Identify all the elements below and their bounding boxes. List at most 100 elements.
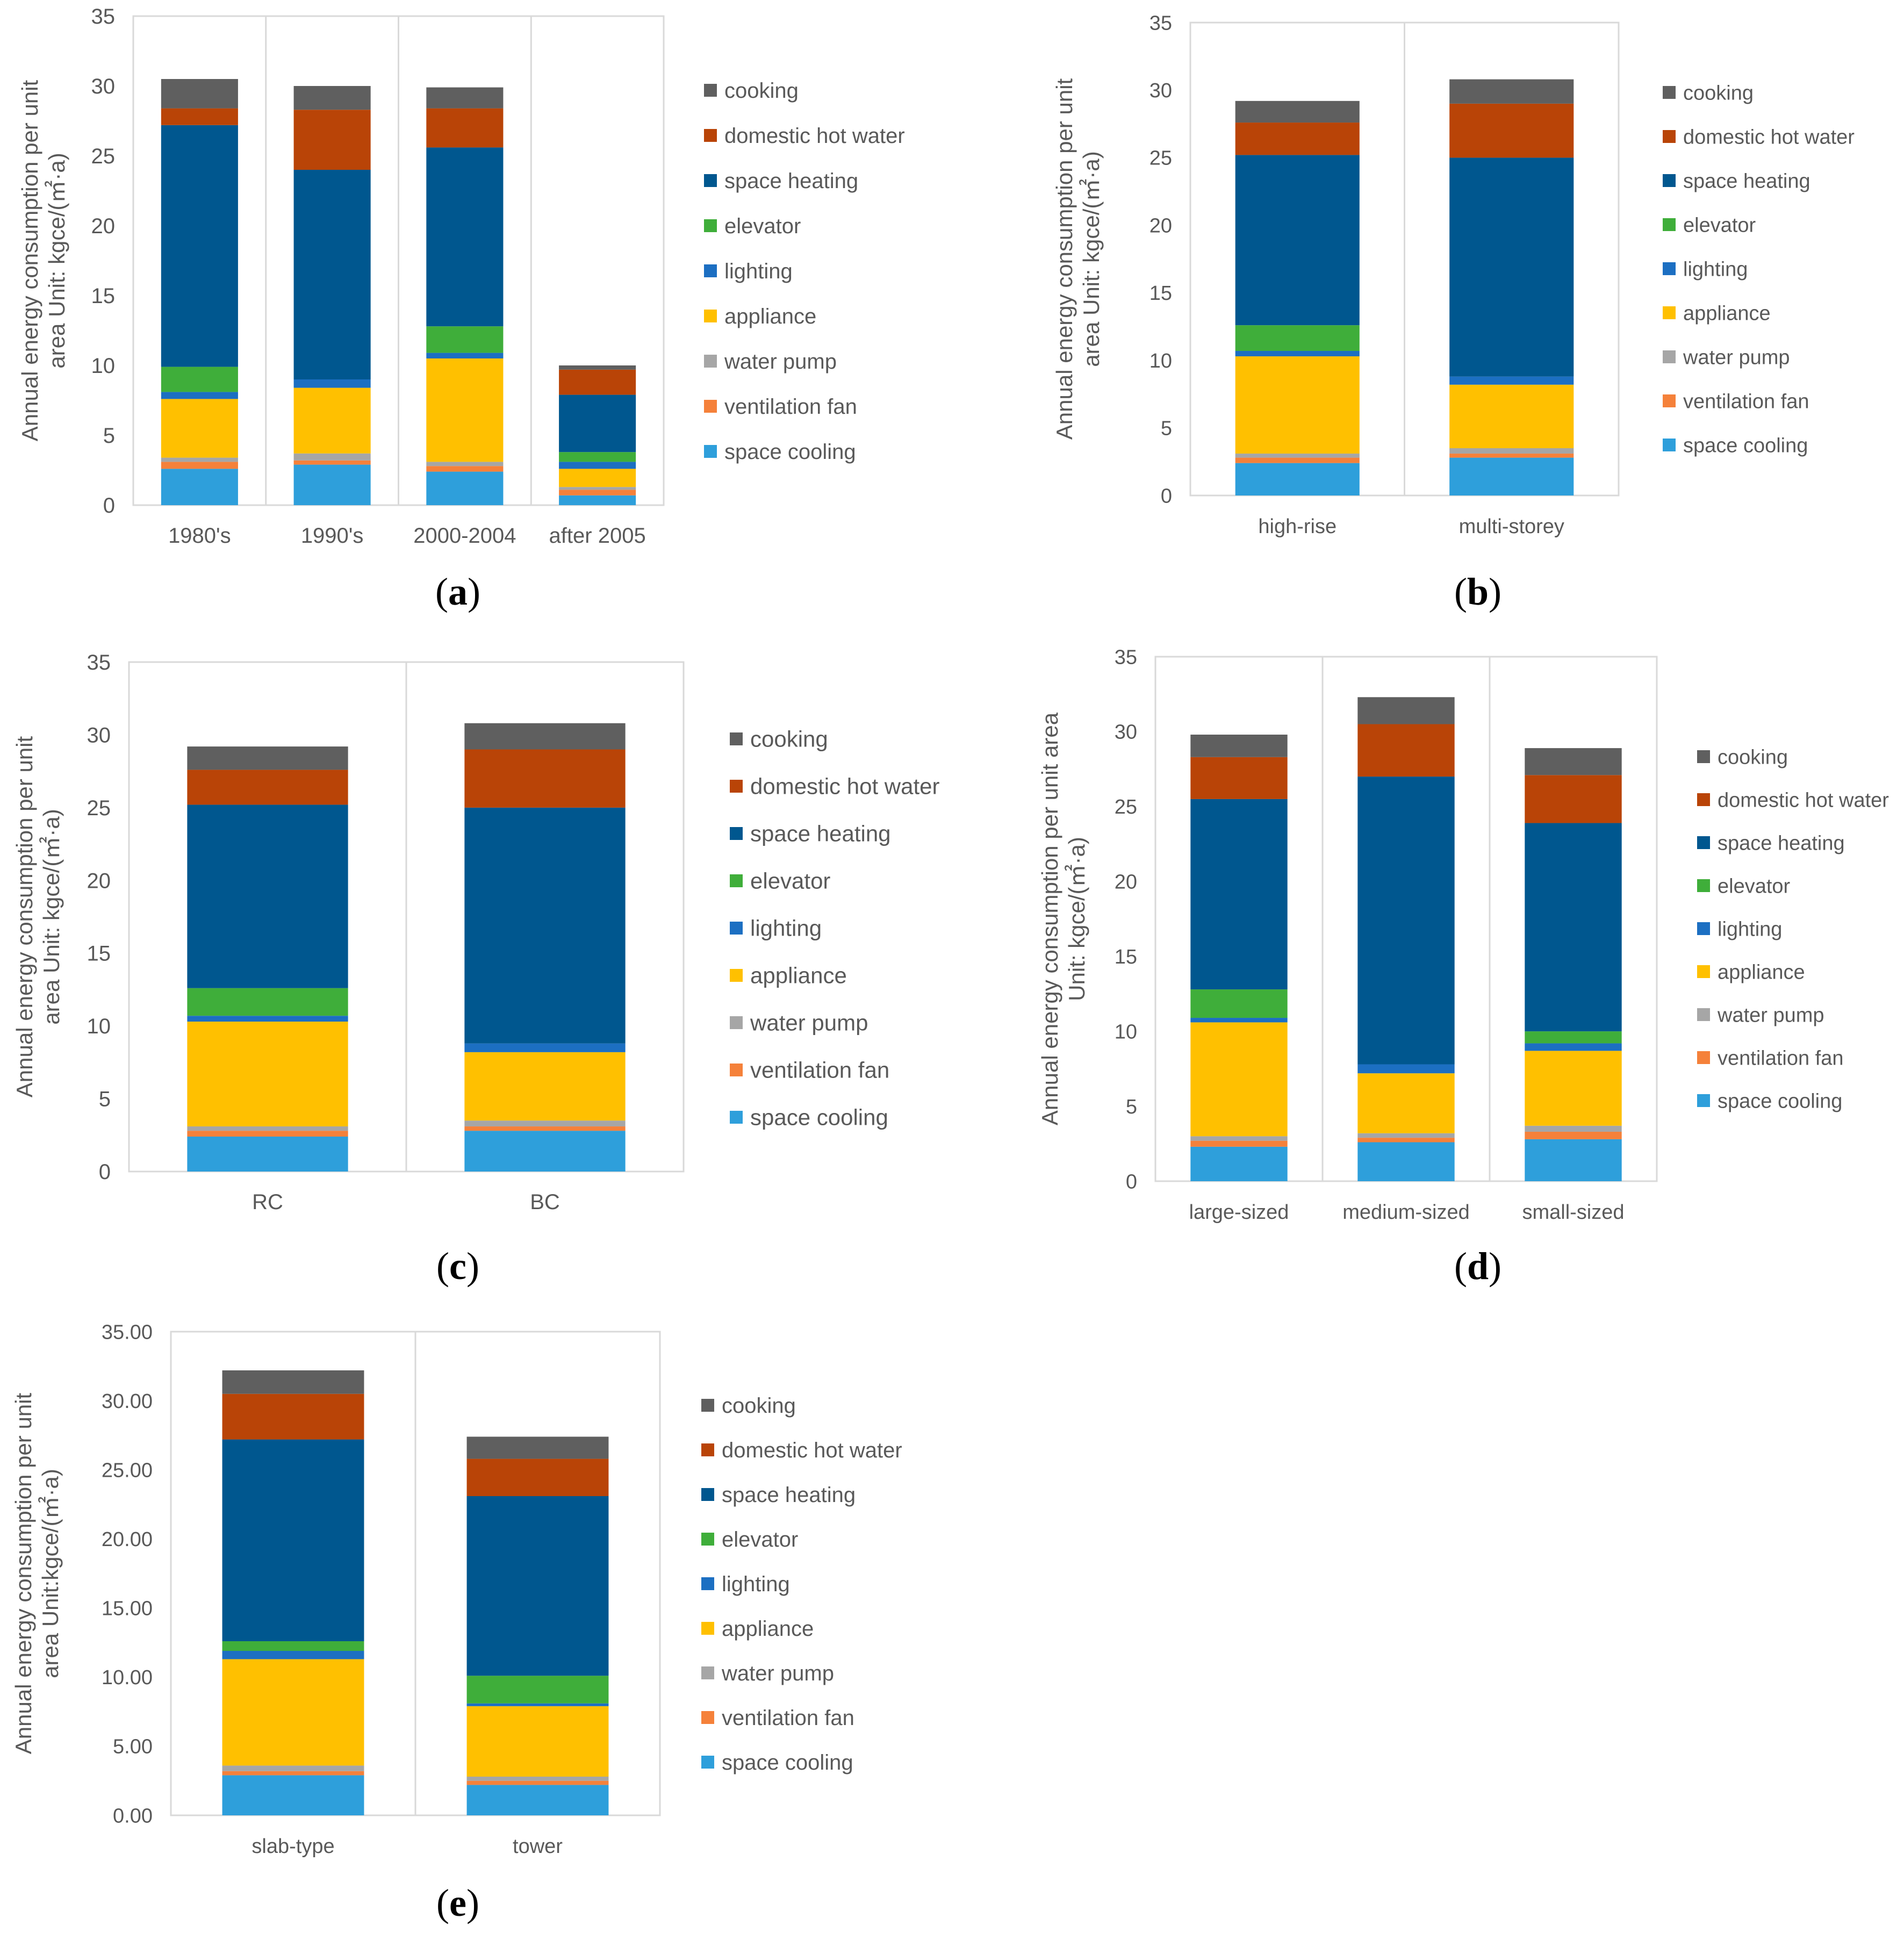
y-tick-label: 20 — [1149, 214, 1172, 237]
legend-swatch-appliance — [704, 310, 717, 322]
legend-label-water-pump: water pump — [721, 1662, 834, 1685]
y-tick-label: 35 — [87, 651, 111, 674]
bar-segment-appliance-multi-storey — [1449, 384, 1574, 448]
bar-segment-cooking-2000-2004 — [426, 87, 504, 109]
y-tick-label: 25 — [87, 796, 111, 820]
bar-segment-cooking-rc — [187, 746, 348, 770]
y-tick-label: 5 — [1126, 1096, 1137, 1118]
legend-swatch-appliance — [730, 969, 743, 982]
bar-segment-domestic-hot-water-bc — [464, 749, 626, 808]
y-tick-label: 5 — [99, 1088, 111, 1111]
bar-segment-domestic-hot-water-small-sized — [1525, 775, 1622, 823]
y-tick-label: 25 — [1149, 147, 1172, 170]
legend-label-cooking: cooking — [722, 1394, 796, 1418]
panel-label: (a) — [435, 570, 480, 613]
x-category-label-large-sized: large-sized — [1189, 1201, 1289, 1224]
legend-label-cooking: cooking — [724, 79, 799, 103]
bar-segment-space-cooling-rc — [187, 1136, 348, 1172]
legend-label-space-heating: space heating — [724, 169, 858, 193]
bar-segment-appliance-tower — [466, 1706, 609, 1777]
bar-segment-lighting-bc — [464, 1043, 626, 1052]
legend-swatch-elevator — [730, 874, 743, 887]
bar-segment-ventilation-fan-large-sized — [1190, 1140, 1288, 1147]
bar-segment-lighting-after-2005 — [559, 462, 636, 469]
y-tick-label: 15 — [1115, 946, 1137, 968]
bar-segment-ventilation-fan-medium-sized — [1357, 1138, 1455, 1143]
y-tick-label: 25 — [1115, 796, 1137, 818]
bar-segment-lighting-tower — [466, 1703, 609, 1706]
bar-segment-lighting-large-sized — [1190, 1018, 1288, 1023]
bar-segment-space-cooling-slab-type — [222, 1775, 364, 1815]
y-tick-label: 20 — [91, 214, 116, 238]
y-tick-label: 10 — [87, 1015, 111, 1038]
bar-segment-space-heating-after-2005 — [559, 394, 636, 452]
legend-swatch-lighting — [704, 264, 717, 277]
x-category-label-tower: tower — [513, 1835, 563, 1858]
bar-segment-ventilation-fan-1980-s — [161, 462, 238, 469]
bar-segment-water-pump-1980-s — [161, 457, 238, 462]
bar-segment-elevator-after-2005 — [559, 452, 636, 462]
legend-label-domestic-hot-water: domestic hot water — [1718, 789, 1889, 811]
legend-swatch-cooking — [704, 84, 717, 97]
bar-segment-space-heating-slab-type — [222, 1439, 364, 1641]
bar-segment-domestic-hot-water-tower — [466, 1458, 609, 1496]
x-category-label-rc: RC — [252, 1190, 283, 1214]
y-tick-label: 30 — [87, 723, 111, 747]
bar-segment-ventilation-fan-small-sized — [1525, 1131, 1622, 1139]
y-tick-label: 15 — [87, 942, 111, 966]
bar-segment-space-heating-small-sized — [1525, 823, 1622, 1032]
legend-swatch-water-pump — [730, 1016, 743, 1029]
bar-segment-domestic-hot-water-after-2005 — [559, 369, 636, 395]
bar-segment-ventilation-fan-2000-2004 — [426, 466, 504, 472]
bar-segment-domestic-hot-water-rc — [187, 770, 348, 805]
legend-label-space-heating: space heating — [1718, 832, 1845, 854]
y-tick-label: 5 — [1161, 418, 1172, 440]
chart-panel-e: 0.00 5.00 10.00 15.00 20.00 25.00 30.00 35.00 sl… — [11, 1321, 902, 1924]
legend-label-space-heating: space heating — [750, 821, 891, 846]
bar-segment-ventilation-fan-slab-type — [222, 1771, 364, 1776]
bar-segment-ventilation-fan-bc — [464, 1126, 626, 1131]
bar-segment-domestic-hot-water-1980-s — [161, 108, 238, 125]
legend-swatch-domestic-hot-water — [730, 780, 743, 793]
panel-label: (d) — [1454, 1245, 1501, 1288]
legend-swatch-space-cooling — [701, 1756, 714, 1769]
bar-segment-elevator-high-rise — [1235, 325, 1360, 351]
bar-segment-space-heating-large-sized — [1190, 799, 1288, 990]
bar-segment-water-pump-high-rise — [1235, 454, 1360, 458]
bar-segment-elevator-rc — [187, 988, 348, 1016]
legend-label-appliance: appliance — [722, 1617, 814, 1641]
bar-segment-domestic-hot-water-large-sized — [1190, 757, 1288, 799]
bar-segment-water-pump-rc — [187, 1126, 348, 1131]
bar-segment-appliance-2000-2004 — [426, 358, 504, 462]
x-category-label-medium-sized: medium-sized — [1342, 1201, 1470, 1224]
legend-swatch-water-pump — [1663, 350, 1676, 363]
legend-swatch-cooking — [1697, 750, 1710, 763]
legend-label-appliance: appliance — [1718, 961, 1805, 983]
bar-segment-water-pump-2000-2004 — [426, 462, 504, 466]
legend-swatch-lighting — [701, 1577, 714, 1590]
legend-label-space-cooling: space cooling — [1683, 434, 1808, 457]
x-category-label-multi-storey: multi-storey — [1459, 515, 1564, 538]
legend-swatch-appliance — [1663, 306, 1676, 319]
legend-label-cooking: cooking — [1683, 82, 1754, 104]
y-tick-label: 0 — [99, 1160, 111, 1184]
y-tick-label: 35 — [1115, 646, 1137, 669]
legend-swatch-space-heating — [701, 1488, 714, 1501]
legend-label-elevator: elevator — [1683, 214, 1756, 236]
y-tick-label: 0.00 — [113, 1805, 153, 1827]
bar-segment-elevator-1980-s — [161, 367, 238, 392]
legend-swatch-cooking — [1663, 86, 1676, 99]
legend-label-elevator: elevator — [724, 214, 801, 238]
bar-segment-cooking-after-2005 — [559, 365, 636, 370]
legend-label-ventilation-fan: ventilation fan — [750, 1058, 889, 1083]
legend-swatch-elevator — [704, 219, 717, 232]
y-tick-label: 0 — [1161, 485, 1172, 507]
legend-label-appliance: appliance — [724, 305, 816, 328]
bar-segment-domestic-hot-water-slab-type — [222, 1393, 364, 1440]
y-axis-title-line: area Unit: kgce/(㎡·a) — [39, 809, 64, 1024]
legend-label-space-cooling: space cooling — [750, 1105, 888, 1130]
bar-segment-elevator-slab-type — [222, 1641, 364, 1651]
x-category-label-high-rise: high-rise — [1258, 515, 1337, 538]
bar-segment-lighting-multi-storey — [1449, 376, 1574, 385]
